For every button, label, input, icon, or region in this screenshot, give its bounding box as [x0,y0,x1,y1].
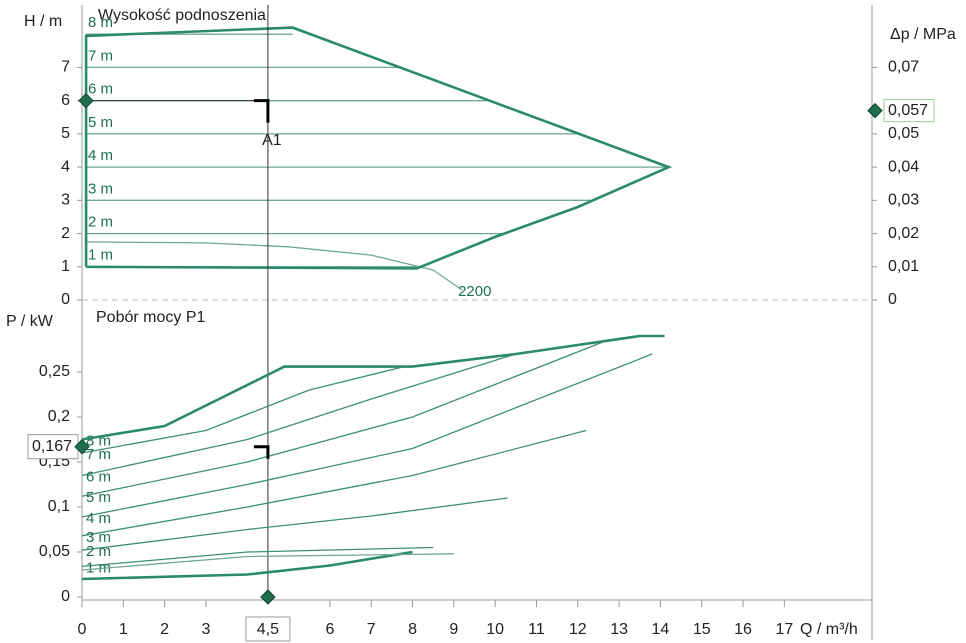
value-box [27,434,79,460]
curve [86,241,463,291]
x-tick-label: 11 [528,621,545,638]
y-axis-label: H / m [24,13,62,30]
y-tick-label: 6 [61,92,70,109]
x-tick-label: 16 [734,621,752,638]
x-tick-label: 17 [775,621,793,638]
y-tick-label: 0,05 [39,543,70,560]
curve-label: 3 m [88,180,113,197]
curve-label: 4 m [88,147,113,164]
curve-label: 4 m [86,510,111,527]
x-tick-label: 1 [119,621,128,638]
curve-label: 7 m [86,446,111,463]
operating-label: A1 [262,132,282,149]
y2-marker-label: 0,057 [888,102,928,119]
value-box [245,616,291,642]
curve-label: 2200 [458,283,491,300]
curve [81,339,607,497]
y2-tick-label: 0,01 [888,258,919,275]
x-tick-label: 0 [78,621,87,638]
curve-label: 8 m [88,14,113,31]
curve-label: 1 m [88,247,113,264]
curve-label: 5 m [88,114,113,131]
y-tick-label: 5 [61,125,70,142]
x-marker-label: 4,5 [257,621,279,638]
marker [867,102,883,119]
lower-curve [81,550,413,581]
x-tick-label: 2 [160,621,169,638]
curve-label: 5 m [86,489,111,506]
curve-label: 6 m [88,81,113,98]
y2-tick-label: 0,05 [888,125,919,142]
curve-label: 1 m [86,559,111,576]
x-tick-label: 7 [367,621,376,638]
y-tick-label: 3 [61,192,70,209]
curve [81,497,508,551]
y-tick-label: 2 [61,225,70,242]
curve-label: 2 m [86,543,111,560]
curve [81,429,587,537]
y-tick-label: 4 [61,158,70,175]
x-tick-label: 12 [569,621,587,638]
bottom-title: Pobór mocy P1 [96,309,205,326]
top-title: Wysokość podnoszenia [98,7,266,24]
marker [78,92,94,109]
x-tick-label: 15 [693,621,711,638]
envelope [84,26,673,270]
y-tick-label: 0 [61,588,70,605]
curve-label: 6 m [86,468,111,485]
x-tick-label: 8 [408,621,417,638]
y-tick-label: 1 [61,258,70,275]
curve [81,353,516,477]
x-axis-label: Q / m³/h [800,621,858,638]
y2-tick-label: 0,03 [888,192,919,209]
curve [81,546,434,568]
curve-label: 2 m [88,214,113,231]
y2-tick-label: 0,02 [888,225,919,242]
y2-tick-label: 0 [888,291,897,308]
x-tick-label: 9 [449,621,458,638]
value-box [883,99,935,123]
curve [81,353,653,518]
x-tick-label: 6 [325,621,334,638]
marker [74,438,90,455]
curve-label: 7 m [88,47,113,64]
curve-label: 3 m [86,529,111,546]
y-tick-label: 0,2 [48,408,70,425]
y-tick-label: 7 [61,59,70,76]
y2-tick-label: 0,04 [888,158,919,175]
x-tick-label: 10 [486,621,504,638]
envelope [81,334,665,441]
marker [260,589,276,605]
y-tick-label: 0,1 [48,498,70,515]
x-tick-label: 13 [610,621,628,638]
y-tick-label: 0,25 [39,363,70,380]
y2-tick-label: 0,07 [888,59,919,76]
y2-axis-label: Δp / MPa [890,26,956,43]
x-tick-label: 3 [201,621,210,638]
curve [81,365,405,454]
y-axis-label: P / kW [6,313,54,330]
y-tick-label: 0 [61,291,70,308]
operating-point [253,99,270,123]
y-marker-label: 0,167 [32,438,72,455]
other-curve [81,553,454,571]
x-tick-label: 14 [652,621,670,638]
operating-point [253,445,270,459]
